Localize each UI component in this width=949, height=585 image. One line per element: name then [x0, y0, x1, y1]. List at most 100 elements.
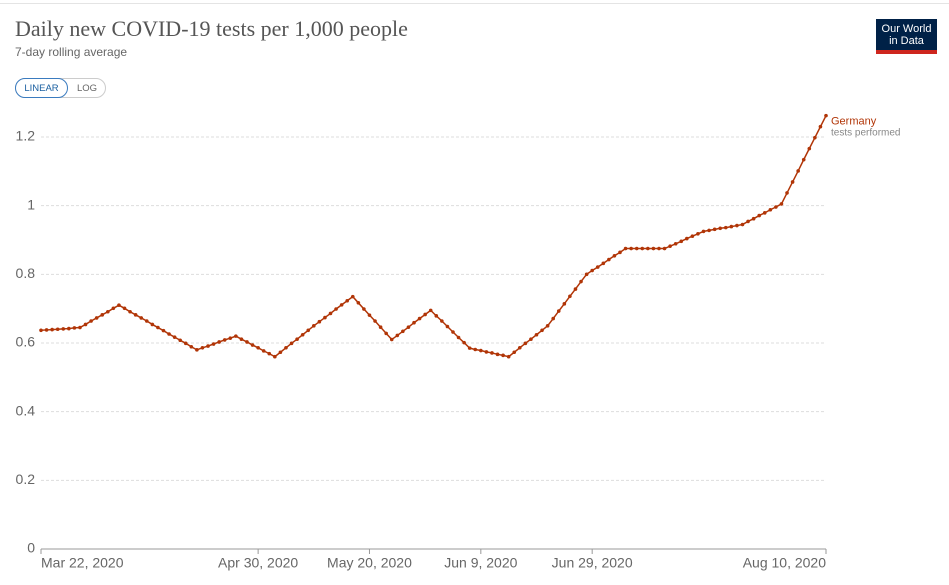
point	[679, 239, 684, 244]
point	[183, 341, 188, 346]
point	[117, 303, 121, 308]
point	[568, 294, 572, 299]
point	[723, 225, 728, 230]
point	[373, 319, 377, 323]
point	[178, 338, 182, 343]
logo[interactable]	[876, 19, 937, 54]
point	[423, 312, 427, 317]
point	[657, 246, 661, 251]
point	[640, 246, 645, 251]
point	[144, 319, 149, 323]
point	[350, 294, 355, 299]
point	[339, 303, 344, 307]
point	[462, 340, 466, 345]
point	[813, 135, 817, 140]
point	[651, 246, 656, 251]
point	[195, 348, 199, 352]
point	[646, 246, 650, 251]
point	[50, 327, 54, 332]
legend-annotation: tests performed	[831, 127, 900, 138]
point	[506, 354, 511, 359]
point	[206, 344, 210, 348]
point	[534, 332, 539, 337]
point	[540, 328, 544, 333]
point	[729, 224, 734, 229]
point	[133, 313, 138, 317]
logo-text: in Data	[889, 35, 925, 47]
point	[612, 253, 617, 258]
point	[172, 335, 177, 339]
point	[796, 169, 800, 173]
point	[378, 325, 383, 329]
point	[256, 345, 260, 350]
point	[757, 213, 761, 218]
point	[250, 343, 255, 347]
x-tick-label: May 20, 2020	[327, 555, 412, 571]
point	[779, 202, 784, 206]
point	[690, 234, 695, 238]
point	[83, 322, 88, 327]
point	[685, 236, 689, 241]
point	[545, 324, 550, 328]
point	[406, 325, 411, 329]
point	[317, 319, 322, 324]
point	[323, 315, 327, 320]
point	[768, 207, 773, 212]
point	[451, 330, 455, 334]
point	[673, 241, 678, 246]
point	[556, 309, 561, 313]
point	[662, 246, 667, 251]
y-tick-label: 0.2	[16, 471, 36, 487]
point	[746, 219, 750, 224]
x-tick-label: Mar 22, 2020	[41, 555, 124, 571]
point	[484, 350, 489, 354]
y-tick-label: 1	[27, 196, 35, 212]
point	[634, 246, 639, 251]
point	[284, 345, 288, 350]
x-tick-label: Jun 9, 2020	[444, 555, 517, 571]
point	[200, 345, 205, 350]
point	[490, 351, 494, 355]
point	[328, 311, 333, 316]
point	[790, 180, 795, 184]
logo-text: Our World	[882, 23, 932, 35]
point	[712, 227, 717, 232]
point	[523, 341, 528, 346]
point	[122, 306, 127, 311]
point	[735, 223, 739, 228]
point	[807, 146, 812, 151]
point	[668, 244, 672, 248]
log-label[interactable]: LOG	[77, 83, 97, 94]
point	[517, 345, 522, 350]
point	[618, 250, 622, 255]
point	[479, 348, 483, 353]
point	[222, 338, 227, 342]
point	[428, 308, 433, 313]
point	[573, 287, 578, 291]
point	[156, 325, 160, 330]
point	[39, 328, 43, 333]
point	[150, 322, 155, 327]
point	[601, 261, 606, 266]
point	[445, 324, 450, 329]
point	[161, 328, 166, 333]
point	[228, 336, 233, 340]
point	[356, 301, 361, 305]
linear-button[interactable]	[15, 78, 68, 98]
point	[551, 316, 555, 321]
chart-title: Daily new COVID-19 tests per 1,000 peopl…	[15, 16, 408, 41]
point	[562, 302, 567, 306]
point	[67, 326, 71, 331]
point	[440, 319, 444, 323]
logo-bar	[876, 50, 937, 54]
point	[106, 309, 110, 314]
point	[785, 191, 789, 195]
point	[590, 268, 594, 273]
point	[801, 157, 806, 162]
linear-label[interactable]: LINEAR	[24, 83, 58, 94]
point	[395, 333, 400, 338]
point	[818, 124, 823, 129]
